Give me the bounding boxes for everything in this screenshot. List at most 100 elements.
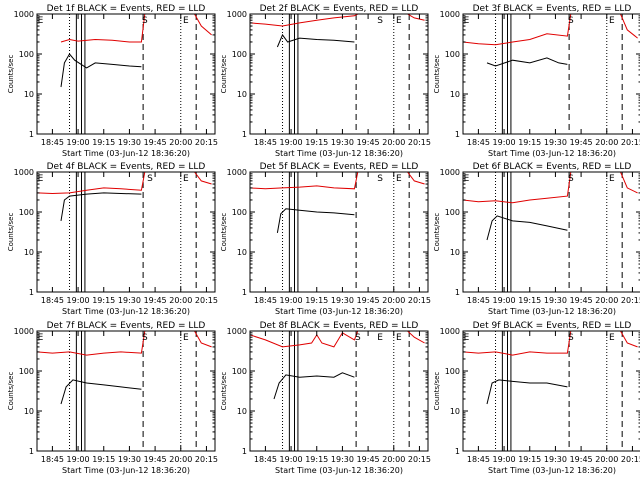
event-marker: E — [609, 333, 615, 343]
x-tick-label: 19:15 — [305, 138, 328, 147]
event-marker: E — [183, 16, 189, 26]
y-tick-label: 1 — [455, 288, 460, 297]
event-marker: E — [38, 333, 44, 343]
x-tick-label: 19:15 — [92, 296, 115, 305]
y-tick-label: 1 — [29, 447, 34, 456]
x-tick-label: 20:15 — [408, 296, 431, 305]
series-events — [60, 53, 142, 88]
panel-frame — [36, 13, 216, 135]
series-lld — [60, 14, 212, 43]
x-tick-label: 20:00 — [595, 296, 618, 305]
series-events — [60, 192, 142, 221]
x-tick-label: 18:45 — [41, 138, 64, 147]
panel-frame — [36, 171, 216, 293]
y-tick-label: 10 — [450, 90, 460, 99]
x-tick-label: 20:00 — [169, 296, 192, 305]
event-marker: E — [377, 333, 383, 343]
x-tick-label: 19:00 — [67, 455, 90, 464]
x-tick-label: 20:00 — [595, 138, 618, 147]
x-tick-label: 19:00 — [493, 455, 516, 464]
x-tick-label: 19:45 — [357, 455, 380, 464]
event-marker: E — [183, 174, 189, 184]
y-tick-label: 1 — [29, 288, 34, 297]
y-tick-label: 10 — [24, 407, 34, 416]
event-marker: S — [568, 174, 574, 184]
x-axis-label: Start Time (03-Jun-12 18:36:20) — [275, 307, 403, 316]
x-tick-label: 19:45 — [144, 455, 167, 464]
y-tick-label: 10 — [237, 248, 247, 257]
panel-title: Det 7f BLACK = Events, RED = LLD — [47, 321, 206, 331]
y-axis-label: Counts/sec — [220, 372, 228, 411]
y-axis-label: Counts/sec — [220, 55, 228, 94]
x-tick-label: 18:45 — [41, 296, 64, 305]
series-lld — [250, 331, 425, 348]
panel-frame — [462, 13, 640, 135]
panel-frame — [462, 171, 640, 293]
y-tick-label: 1000 — [14, 327, 34, 336]
x-axis-label: Start Time (03-Jun-12 18:36:20) — [62, 307, 190, 316]
x-tick-label: 19:45 — [357, 296, 380, 305]
y-tick-label: 100 — [445, 50, 460, 59]
x-axis-label: Start Time (03-Jun-12 18:36:20) — [275, 149, 403, 158]
x-tick-label: 19:15 — [305, 296, 328, 305]
event-marker: S — [568, 333, 574, 343]
event-marker: E — [464, 333, 470, 343]
series-lld — [37, 331, 212, 356]
x-tick-label: 19:00 — [280, 138, 303, 147]
x-tick-label: 20:00 — [382, 455, 405, 464]
x-tick-label: 19:15 — [92, 138, 115, 147]
x-tick-label: 20:00 — [382, 296, 405, 305]
event-marker: S — [377, 174, 383, 184]
event-marker: S — [142, 333, 148, 343]
y-axis-label: Counts/sec — [220, 213, 228, 252]
x-tick-label: 18:45 — [254, 296, 277, 305]
event-marker: S — [142, 16, 148, 26]
event-marker: E — [396, 16, 402, 26]
x-tick-label: 18:45 — [41, 455, 64, 464]
x-tick-label: 20:15 — [621, 138, 640, 147]
series-events — [276, 33, 355, 48]
x-tick-label: 19:30 — [331, 455, 354, 464]
x-tick-label: 20:15 — [621, 455, 640, 464]
panel-title: Det 1f BLACK = Events, RED = LLD — [47, 4, 206, 14]
x-tick-label: 19:00 — [280, 455, 303, 464]
y-tick-label: 1000 — [227, 327, 247, 336]
x-tick-label: 18:45 — [467, 138, 490, 147]
x-tick-label: 20:15 — [408, 138, 431, 147]
x-tick-label: 19:30 — [118, 138, 141, 147]
y-tick-label: 10 — [237, 90, 247, 99]
x-tick-label: 19:15 — [518, 296, 541, 305]
event-marker: E — [38, 16, 44, 26]
x-tick-label: 20:15 — [621, 296, 640, 305]
y-tick-label: 1 — [455, 130, 460, 139]
series-lld — [463, 172, 638, 204]
series-lld — [37, 172, 212, 195]
y-tick-label: 10 — [237, 407, 247, 416]
event-marker: E — [183, 333, 189, 343]
series-events — [486, 57, 568, 67]
x-tick-label: 19:00 — [493, 138, 516, 147]
y-tick-label: 1 — [242, 130, 247, 139]
x-tick-label: 19:30 — [118, 296, 141, 305]
y-tick-label: 1000 — [440, 168, 460, 177]
panel-frame — [249, 330, 429, 452]
x-tick-label: 19:30 — [544, 138, 567, 147]
y-axis-label: Counts/sec — [433, 55, 441, 94]
y-axis-label: Counts/sec — [433, 372, 441, 411]
x-tick-label: 18:45 — [467, 455, 490, 464]
panel-title: Det 5f BLACK = Events, RED = LLD — [260, 162, 419, 172]
y-tick-label: 10 — [450, 407, 460, 416]
x-tick-label: 18:45 — [467, 296, 490, 305]
y-tick-label: 100 — [19, 367, 34, 376]
y-axis-label: Counts/sec — [7, 372, 15, 411]
y-tick-label: 1000 — [440, 327, 460, 336]
x-tick-label: 18:45 — [254, 138, 277, 147]
y-tick-label: 100 — [445, 367, 460, 376]
x-tick-label: 19:00 — [67, 296, 90, 305]
y-tick-label: 10 — [24, 248, 34, 257]
x-tick-label: 20:00 — [169, 138, 192, 147]
